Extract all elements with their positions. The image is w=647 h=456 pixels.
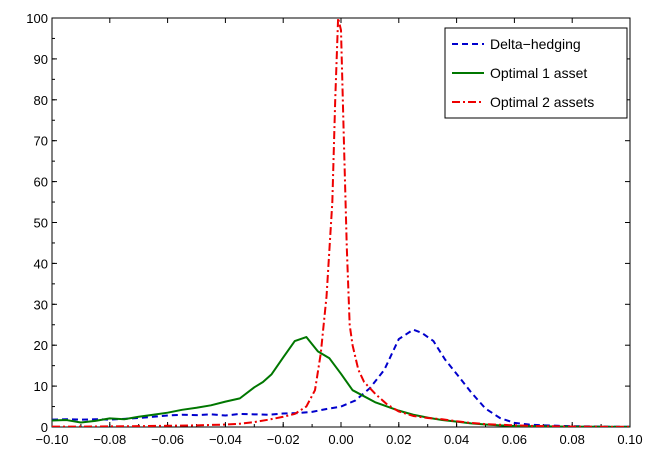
- y-tick-label: 80: [34, 93, 48, 108]
- x-tick-label: −0.04: [209, 432, 242, 447]
- y-tick-label: 0: [41, 420, 48, 435]
- series-layer: [52, 18, 630, 427]
- x-tick-label: 0.08: [560, 432, 585, 447]
- legend-label-optimal-2-assets: Optimal 2 assets: [490, 94, 594, 110]
- y-tick-label: 60: [34, 175, 48, 190]
- y-tick-label: 10: [34, 379, 48, 394]
- x-tick-label: 0.00: [328, 432, 353, 447]
- legend-label-optimal-1-asset: Optimal 1 asset: [490, 65, 587, 81]
- x-tick-label: −0.10: [36, 432, 69, 447]
- y-tick-label: 20: [34, 338, 48, 353]
- legend-label-delta-hedging: Delta−hedging: [490, 36, 581, 52]
- axis-ticks: −0.10 −0.08 −0.06 −0.04 −0.02 0.00 0.02 0.04 0.0…: [26, 11, 642, 447]
- y-tick-label: 50: [34, 216, 48, 231]
- legend: Delta−hedging Optimal 1 asset Optimal 2 …: [444, 27, 628, 119]
- x-tick-label: 0.10: [617, 432, 642, 447]
- x-tick-label: −0.08: [93, 432, 126, 447]
- y-tick-label: 30: [34, 297, 48, 312]
- series-line-optimal-2-assets: [52, 18, 630, 427]
- x-tick-label: −0.02: [267, 432, 300, 447]
- y-tick-label: 40: [34, 256, 48, 271]
- x-tick-label: −0.06: [151, 432, 184, 447]
- y-tick-label: 100: [26, 11, 48, 26]
- x-tick-label: 0.06: [502, 432, 527, 447]
- y-tick-label: 70: [34, 134, 48, 149]
- x-tick-label: 0.04: [444, 432, 469, 447]
- y-tick-label: 90: [34, 52, 48, 67]
- x-tick-label: 0.02: [386, 432, 411, 447]
